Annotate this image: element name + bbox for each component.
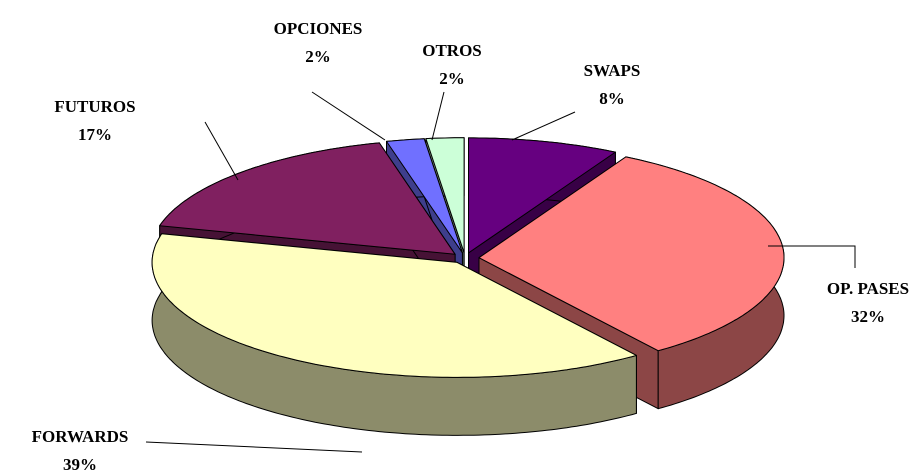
slice-label: FUTUROS <box>54 97 135 116</box>
slice-label: SWAPS <box>584 61 641 80</box>
slice-value-label: 39% <box>63 455 97 472</box>
pie <box>151 137 785 436</box>
leader-line <box>431 91 445 141</box>
leader-line <box>145 441 363 453</box>
slice <box>386 138 463 254</box>
slice <box>425 137 465 254</box>
slice-label: OPCIONES <box>274 19 363 38</box>
slice <box>159 142 456 255</box>
slice-label: OP. PASES <box>827 279 909 298</box>
leader-line <box>768 245 856 268</box>
slice <box>151 233 637 378</box>
slice-value-label: 32% <box>851 307 885 326</box>
slice <box>478 156 785 352</box>
slice-value-label: 17% <box>78 125 112 144</box>
slice-label: FORWARDS <box>32 427 129 446</box>
leader-line <box>204 121 239 181</box>
labels: SWAPS 8% OP. PASES 32% FORWARDS 39% FUTUROS 17%… <box>32 19 909 472</box>
leader-line <box>511 111 576 141</box>
leader-line <box>311 91 386 141</box>
slice-label: OTROS <box>422 41 482 60</box>
slice-value-label: 8% <box>599 89 625 108</box>
slice <box>468 137 616 254</box>
slice-value-label: 2% <box>305 47 331 66</box>
slice-value-label: 2% <box>439 69 465 88</box>
